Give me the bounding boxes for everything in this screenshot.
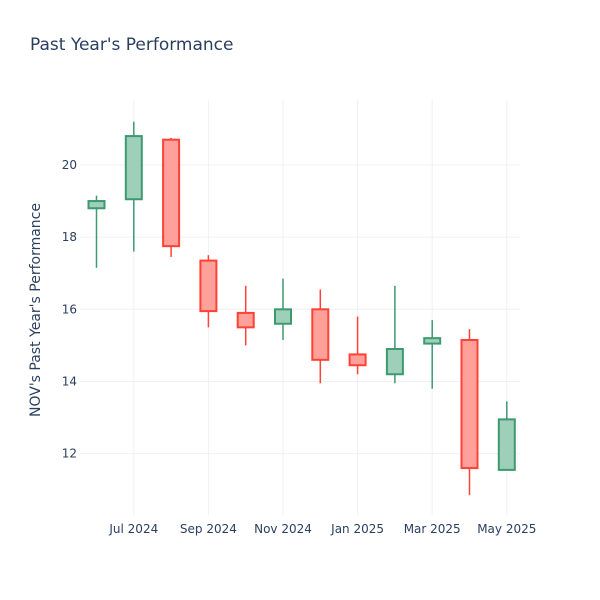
- candle-body: [497, 418, 516, 471]
- candle-increasing: [423, 320, 442, 389]
- y-tick-label: 18: [62, 230, 77, 244]
- candle-increasing: [497, 401, 516, 471]
- candle-decreasing: [460, 329, 479, 496]
- candle-body: [87, 200, 106, 210]
- y-tick-label: 14: [62, 374, 77, 388]
- candle-increasing: [385, 285, 404, 384]
- grid: [80, 100, 520, 515]
- y-tick-label: 12: [62, 447, 77, 461]
- y-axis-ticks: 12 14 16 18 20: [62, 158, 77, 461]
- chart-title: Past Year's Performance: [30, 35, 234, 55]
- y-tick-label: 20: [62, 158, 77, 172]
- x-axis-ticks: Jul 2024 Sep 2024 Nov 2024 Jan 2025 Mar 2025…: [108, 522, 536, 536]
- candle-body: [162, 138, 181, 248]
- candles: [87, 121, 516, 496]
- candle-body: [423, 337, 442, 345]
- x-tick-label: Jul 2024: [108, 522, 158, 536]
- candle-body: [199, 259, 218, 313]
- candle-increasing: [274, 278, 292, 340]
- candle-body: [274, 308, 292, 325]
- x-tick-label: Mar 2025: [404, 522, 461, 536]
- candle-decreasing: [236, 285, 255, 346]
- candle-body: [124, 135, 143, 201]
- candle-body: [385, 348, 404, 376]
- x-tick-label: Nov 2024: [254, 522, 312, 536]
- candle-increasing: [124, 121, 143, 252]
- candle-body: [311, 308, 330, 361]
- candle-decreasing: [348, 316, 367, 375]
- y-tick-label: 16: [62, 302, 77, 316]
- candle-decreasing: [199, 255, 218, 328]
- x-tick-label: May 2025: [477, 522, 536, 536]
- x-tick-label: Jan 2025: [330, 522, 384, 536]
- candle-increasing: [87, 195, 106, 268]
- candle-body: [236, 311, 255, 329]
- candle-body: [348, 353, 367, 367]
- y-axis-title: NOV's Past Year's Performance: [28, 203, 44, 417]
- candle-decreasing: [311, 289, 330, 384]
- candle-decreasing: [162, 137, 181, 257]
- candle-body: [460, 338, 479, 470]
- x-tick-label: Sep 2024: [180, 522, 237, 536]
